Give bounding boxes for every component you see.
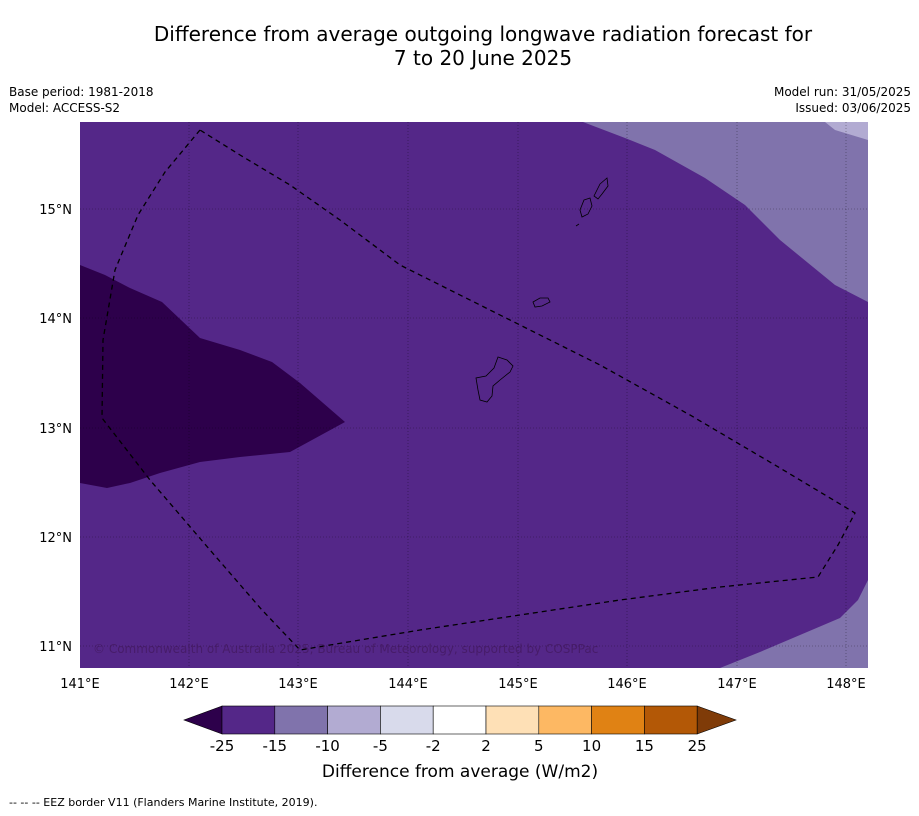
base-period: Base period: 1981-2018 [9,85,154,99]
issued-date: Issued: 03/06/2025 [795,101,911,115]
longitude-tick-label: 147°E [717,677,757,692]
colorbar-segment [644,705,698,735]
aguijan-island [575,223,580,227]
colorbar-segment [485,705,540,735]
copyright-notice: © Commonwealth of Australia 2025, Bureau… [93,642,599,656]
colorbar-segment [591,705,645,735]
meta-left: Base period: 1981-2018 Model: ACCESS-S2 [9,84,154,116]
colorbar-segment [221,705,276,735]
colorbar-tick-label: -5 [373,737,388,755]
colorbar-segment [380,705,434,735]
longitude-axis: 141°E 142°E 143°E 144°E 145°E 146°E 147°E 148°E [60,677,866,692]
saipan-island [593,177,609,200]
map-title: Difference from average outgoing longwav… [60,22,906,70]
anomaly-band-below-minus25-west [80,265,345,488]
longitude-tick-label: 141°E [60,677,100,692]
latitude-tick-label: 12°N [39,531,72,546]
anomaly-band-minus15-minus10-northeast [583,122,868,302]
colorbar-segment [538,705,592,735]
anomaly-band-minus10-minus5-northeast [825,122,868,140]
colorbar-tick-label: 2 [481,737,491,755]
colorbar-tick-label: -10 [315,737,340,755]
colorbar-segment [327,705,381,735]
colorbar-tick-label: -2 [426,737,441,755]
colorbar-tick-label: -25 [210,737,235,755]
longitude-tick-label: 143°E [278,677,318,692]
colorbar-extend-low [183,705,223,735]
meta-right: Model run: 31/05/2025 Issued: 03/06/2025 [774,84,911,116]
longitude-tick-label: 144°E [388,677,428,692]
model-name: Model: ACCESS-S2 [9,101,121,115]
islands [475,177,609,403]
latitude-tick-label: 13°N [39,422,72,437]
model-run: Model run: 31/05/2025 [773,85,911,99]
tinian-island [579,197,593,218]
eez-border-line [101,129,856,651]
latitude-tick-label: 14°N [39,312,72,327]
longitude-tick-label: 145°E [498,677,538,692]
colorbar-tick-label: 10 [582,737,601,755]
title-line-1: Difference from average outgoing longwav… [153,22,813,46]
colorbar-label: Difference from average (W/m2) [321,762,599,782]
map-plot-area [80,122,868,668]
colorbar-tick-label: -15 [263,737,288,755]
latitude-axis: 15°N 14°N 13°N 12°N 11°N [39,203,72,655]
longitude-tick-label: 148°E [826,677,866,692]
rota-island [532,297,551,308]
latitude-tick-label: 15°N [39,203,72,218]
longitude-tick-label: 146°E [607,677,647,692]
colorbar-extend-high [696,705,737,735]
colorbar-segment [432,705,487,735]
graticule [80,122,868,668]
title-line-2: 7 to 20 June 2025 [393,46,573,70]
eez-footnote: -- -- -- EEZ border V11 (Flanders Marine… [9,796,318,809]
longitude-tick-label: 142°E [169,677,209,692]
colorbar-tick-label: 25 [688,737,707,755]
colorbar: -25 -15 -10 -5 -2 2 5 10 15 25 [183,705,737,755]
colorbar-tick-label: 15 [635,737,654,755]
colorbar-segment [274,705,328,735]
colorbar-tick-label: 5 [534,737,544,755]
guam-island [475,356,514,403]
latitude-tick-label: 11°N [39,640,72,655]
